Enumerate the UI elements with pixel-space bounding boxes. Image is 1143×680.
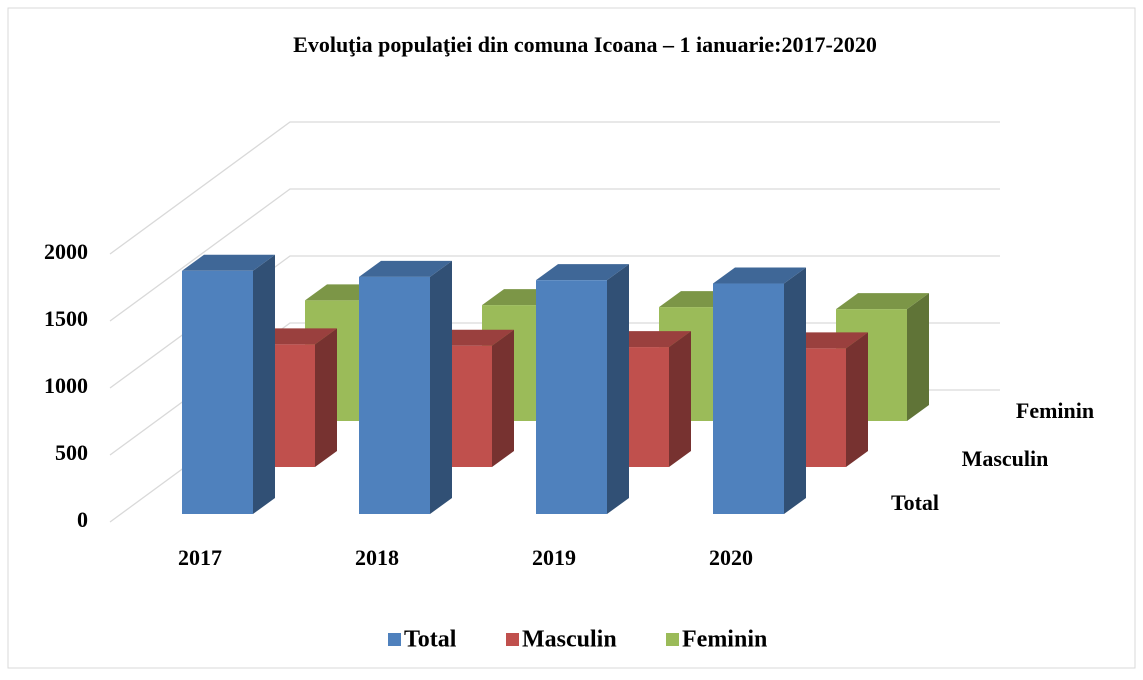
bar	[182, 270, 253, 514]
grid-line	[109, 121, 1000, 255]
bar-side	[430, 260, 452, 514]
legend-label: Feminin	[682, 627, 767, 653]
bar-top	[713, 267, 806, 284]
bar-side	[607, 264, 629, 514]
bar-top	[536, 264, 629, 281]
bar-top	[182, 254, 275, 271]
legend-swatch	[388, 633, 401, 646]
legend-swatch	[506, 633, 519, 646]
bar-side	[315, 328, 337, 467]
y-tick-label: 1000	[44, 373, 88, 398]
bar-side	[669, 331, 691, 467]
grid-line	[109, 188, 1000, 322]
bar	[713, 283, 784, 514]
y-tick-label: 0	[77, 507, 88, 532]
x-tick-label: 2018	[355, 545, 399, 570]
bar	[536, 280, 607, 514]
chart-title: Evoluţia populaţiei din comuna Icoana – …	[293, 32, 877, 57]
bar-side	[907, 293, 929, 421]
x-tick-label: 2019	[532, 545, 576, 570]
bar	[359, 276, 430, 514]
bar-3d	[713, 267, 806, 514]
y-tick-label: 2000	[44, 239, 88, 264]
bar-side	[492, 329, 514, 467]
y-tick-label: 1500	[44, 306, 88, 331]
bar-3d	[359, 260, 452, 514]
bar-3d	[536, 264, 629, 514]
legend-swatch	[666, 633, 679, 646]
grid-line	[109, 255, 1000, 389]
depth-axis-label: Total	[891, 490, 939, 515]
depth-axis-label: Feminin	[1016, 398, 1094, 423]
bar-top	[359, 260, 452, 277]
bar-side	[846, 332, 868, 467]
bar-3d	[182, 254, 275, 515]
bar-top	[836, 293, 929, 310]
x-tick-label: 2020	[709, 545, 753, 570]
y-tick-label: 500	[55, 440, 88, 465]
bar-side	[784, 267, 806, 514]
depth-axis-label: Masculin	[962, 446, 1049, 471]
legend-label: Total	[404, 627, 457, 653]
bar-side	[253, 254, 275, 515]
x-tick-label: 2017	[178, 545, 222, 570]
legend-label: Masculin	[522, 627, 617, 653]
